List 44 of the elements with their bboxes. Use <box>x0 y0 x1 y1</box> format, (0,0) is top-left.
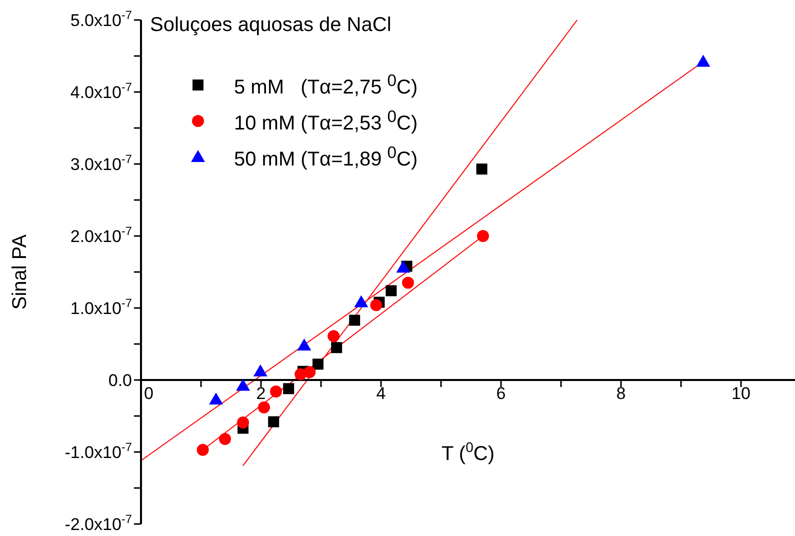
legend-title: Soluçoes aquosas de NaCl <box>150 14 392 37</box>
x-tick-label: 2 <box>256 384 266 403</box>
point <box>312 358 324 370</box>
point <box>304 366 316 378</box>
point <box>402 276 414 289</box>
x-axis-title: T ($^{0}$C) <box>442 439 494 465</box>
point <box>477 230 489 242</box>
x-tick-label: 10 <box>732 384 750 403</box>
x-tick-label: 6 <box>496 384 506 403</box>
point <box>386 285 397 296</box>
y-tick-label: 2.0x10$^{-7}$ <box>70 224 132 246</box>
point <box>196 444 209 456</box>
point <box>396 260 410 273</box>
point <box>253 364 268 376</box>
point <box>370 299 382 312</box>
x-tick-label: 4 <box>376 384 386 403</box>
point <box>236 378 250 391</box>
point <box>268 416 280 428</box>
point <box>283 383 294 394</box>
y-tick-label: 1.0x10$^{-7}$ <box>70 296 132 318</box>
point <box>331 342 342 354</box>
point <box>476 164 488 175</box>
y-tick-label: -2.0x10$^{-7}$ <box>64 512 132 534</box>
point <box>328 330 340 342</box>
point <box>696 54 710 67</box>
legend-label: 10 mM (Tα=2,53 $^{0}$C) <box>234 106 418 136</box>
y-tick-label: -1.0x10$^{-7}$ <box>64 440 132 462</box>
y-tick-label: 3.0x10$^{-7}$ <box>70 152 132 174</box>
y-tick-label: 0.0 <box>108 371 132 390</box>
y-tick-label: 4.0x10$^{-7}$ <box>70 80 132 102</box>
y-tick-label: 5.0x10$^{-7}$ <box>70 8 132 30</box>
point <box>209 392 223 404</box>
legend-label: 50 mM (Tα=1,89 $^{0}$C) <box>234 142 418 172</box>
x-tick-label: 8 <box>616 384 626 403</box>
point <box>354 295 368 308</box>
x-tick-label: 0 <box>144 384 154 403</box>
point <box>270 386 282 398</box>
point <box>349 314 360 326</box>
y-axis-title: Sinal PA <box>9 234 31 310</box>
legend-label: 5 mM (Tα=2,75 $^{0}$C) <box>234 70 418 100</box>
point <box>297 338 312 350</box>
point <box>219 433 231 446</box>
point <box>258 401 270 414</box>
point <box>237 416 249 428</box>
